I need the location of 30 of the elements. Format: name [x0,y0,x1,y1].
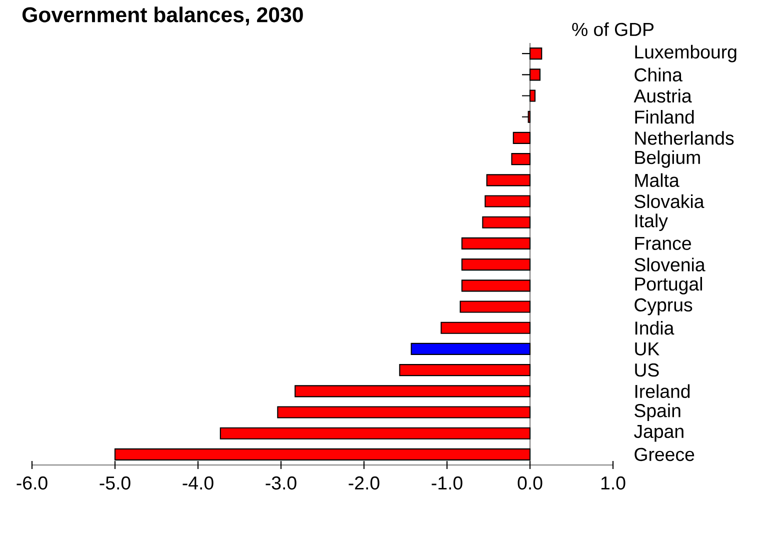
y-tick-label: Ireland [635,384,690,398]
y-tick-label: Belgium [635,150,700,168]
y-tick-label: Luxembourg [635,44,736,62]
y-axis-title: % of GDP [572,22,654,36]
y-tick-label: Slovenia [634,258,706,272]
y-tick-label: Malta [635,173,680,188]
y-tick-label: Finland [635,110,694,124]
chart-title: Government balances, 2030 [22,6,303,26]
y-tick-label: UK [635,342,660,356]
y-tick-label: India [635,321,674,335]
y-tick-label: Portugal [635,276,702,294]
x-tick-label: 0.0 [518,476,542,490]
y-tick-label: Greece [634,448,694,462]
y-tick-label: Cyprus [634,298,692,316]
y-tick-label: France [635,236,691,250]
y-tick-label: Spain [634,404,680,421]
y-tick-label: Netherlands [635,131,734,145]
y-tick-label: China [634,68,682,82]
x-tick-label: -3.0 [266,476,296,490]
x-tick-label: -2.0 [348,476,380,490]
y-tick-label: Japan [634,425,684,442]
x-tick-label: 1.0 [601,476,626,490]
y-tick-label: Austria [634,88,692,103]
y-tick-label: Italy [635,214,668,232]
y-tick-label: US [635,363,659,377]
x-tick-label: -1.0 [432,476,462,490]
y-tick-label: Slovakia [634,194,704,208]
x-tick-label: -5.0 [100,476,130,490]
x-tick-label: -4.0 [182,476,214,490]
x-tick-label: -6.0 [16,476,48,490]
